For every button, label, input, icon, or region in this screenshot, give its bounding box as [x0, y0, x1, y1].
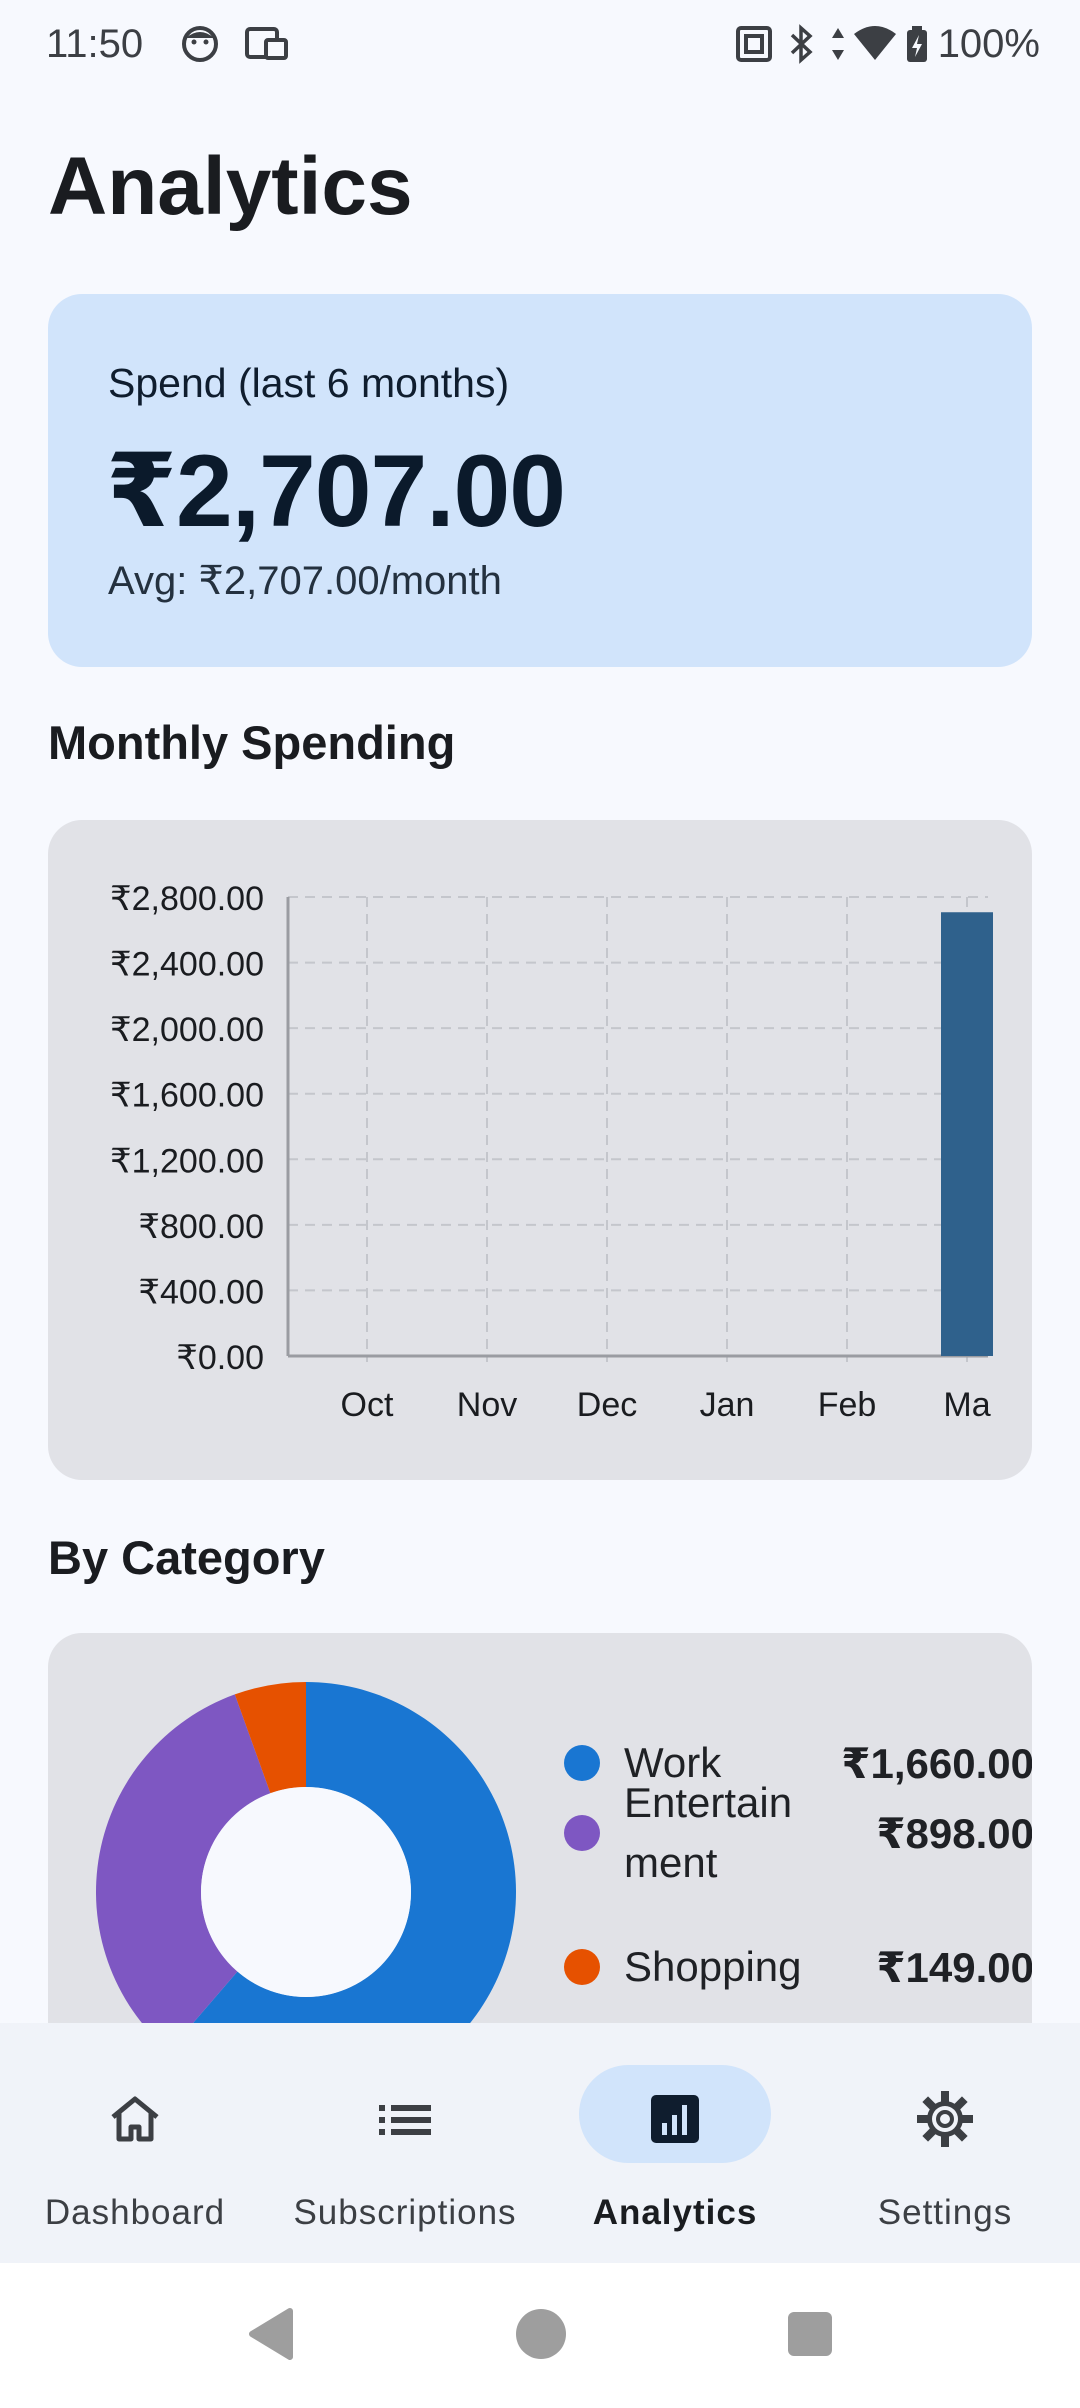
x-tick-label: Jan	[700, 1386, 755, 1424]
category-donut-chart	[96, 1682, 516, 2023]
back-icon[interactable]	[244, 2305, 296, 2363]
y-tick-label: ₹2,000.00	[110, 1011, 264, 1049]
legend-dot	[564, 1949, 600, 1985]
battery-charging-icon	[907, 26, 927, 62]
y-tick-label: ₹400.00	[138, 1273, 264, 1311]
nav-label: Settings	[877, 2193, 1013, 2232]
nav-label: Dashboard	[44, 2193, 226, 2232]
y-tick-label: ₹2,400.00	[110, 946, 264, 984]
y-tick-label: ₹2,800.00	[110, 880, 264, 918]
wifi-icon	[854, 26, 896, 60]
bluetooth-icon	[790, 24, 813, 64]
legend-label: Work	[624, 1739, 722, 1786]
status-time: 11:50	[46, 22, 144, 66]
nav-subscriptions[interactable]: Subscriptions	[270, 2023, 540, 2263]
monthly-spending-chart-card: ₹0.00 ₹400.00 ₹800.00 ₹1,200.00 ₹1,600.00 ₹2,…	[48, 820, 1032, 1480]
page-title: Analytics	[48, 141, 413, 232]
status-bar: 11:50 100%	[0, 0, 1080, 92]
legend-dot	[564, 1745, 600, 1781]
system-navigation-bar	[0, 2263, 1080, 2408]
cast-icon	[245, 27, 288, 60]
legend-item-entertainment: Entertain ment ₹898.00	[564, 1773, 1032, 1893]
legend-value: ₹149.00	[876, 1944, 1032, 1991]
x-tick-label: Nov	[457, 1386, 517, 1424]
face-icon	[182, 26, 218, 62]
x-tick-label: Ma	[943, 1386, 990, 1424]
legend-value: ₹1,660.00	[841, 1740, 1032, 1787]
by-category-title: By Category	[48, 1531, 325, 1584]
x-tick-label: Dec	[577, 1386, 637, 1424]
nav-label: Subscriptions	[293, 2193, 517, 2232]
donut-hole	[201, 1787, 411, 1997]
y-tick-label: ₹1,600.00	[110, 1077, 264, 1115]
bottom-navigation: Dashboard Subscriptions Analytics	[0, 2023, 1080, 2263]
x-tick-label: Feb	[818, 1386, 877, 1424]
nfc-icon	[736, 26, 772, 62]
recents-icon[interactable]	[786, 2310, 834, 2358]
spend-summary-card: Spend (last 6 months) ₹2,707.00 Avg: ₹2,…	[48, 294, 1032, 667]
legend-label: Entertain ment	[624, 1779, 793, 1886]
list-icon	[379, 2105, 431, 2135]
legend-item-shopping: Shopping ₹149.00	[564, 1937, 1032, 1997]
legend-label: Shopping	[624, 1943, 802, 1990]
nav-dashboard[interactable]: Dashboard	[0, 2023, 270, 2263]
bar-ma	[941, 912, 993, 1356]
legend-dot	[564, 1815, 600, 1851]
y-tick-label: ₹1,200.00	[110, 1142, 264, 1180]
spend-average: Avg: ₹2,707.00/month	[108, 559, 502, 603]
spend-total-amount: ₹2,707.00	[106, 434, 566, 548]
gear-icon	[917, 2091, 973, 2147]
x-tick-label: Oct	[341, 1386, 394, 1424]
data-arrows-icon	[832, 28, 844, 60]
battery-percentage: 100%	[937, 22, 1040, 66]
slice-work	[193, 1682, 516, 2023]
home-circle-icon[interactable]	[514, 2307, 568, 2361]
y-tick-label: ₹800.00	[138, 1208, 264, 1246]
slice-entertainment	[96, 1694, 271, 2023]
nav-settings[interactable]: Settings	[810, 2023, 1080, 2263]
nav-analytics[interactable]: Analytics	[540, 2023, 810, 2263]
legend-item-work: Work ₹1,660.00	[564, 1733, 1032, 1793]
spend-summary-label: Spend (last 6 months)	[108, 360, 510, 406]
monthly-spending-title: Monthly Spending	[48, 716, 456, 769]
analytics-icon	[651, 2095, 699, 2143]
monthly-spending-chart: ₹0.00 ₹400.00 ₹800.00 ₹1,200.00 ₹1,600.00 ₹2,…	[110, 880, 993, 1424]
category-chart-card: Work ₹1,660.00 Entertain ment ₹898.00 Shoppi…	[48, 1633, 1032, 2023]
legend-value: ₹898.00	[876, 1810, 1032, 1857]
nav-label: Analytics	[592, 2193, 758, 2232]
y-tick-label: ₹0.00	[176, 1339, 264, 1377]
home-icon	[111, 2096, 159, 2142]
slice-shopping	[234, 1682, 306, 1794]
